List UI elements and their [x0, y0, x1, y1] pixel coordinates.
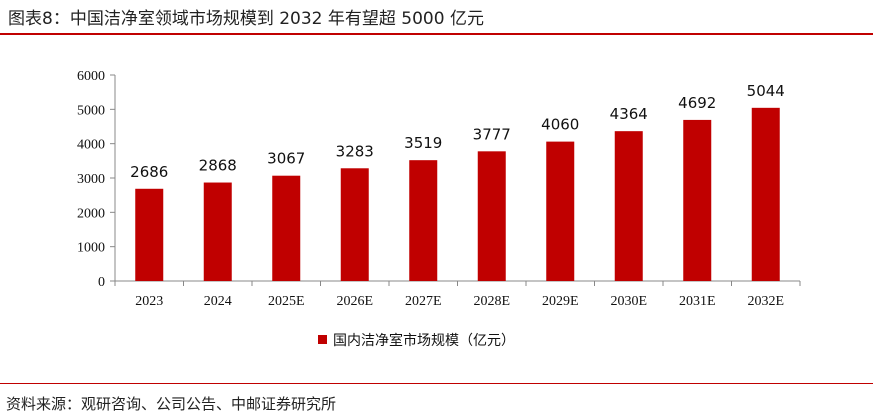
y-tick-label: 4000	[77, 138, 105, 153]
data-label-2028E: 3777	[473, 125, 511, 143]
y-tick-label: 3000	[77, 172, 105, 187]
bar-2032E	[751, 107, 780, 282]
chart-title: 图表8：中国洁净室领域市场规模到 2032 年有望超 5000 亿元	[8, 9, 484, 29]
data-label-2030E: 4364	[610, 105, 648, 123]
data-label-2025E: 3067	[267, 150, 305, 168]
x-tick-label-2024: 2024	[204, 294, 232, 309]
data-label-2023: 2686	[130, 163, 168, 181]
x-tick-label-2032E: 2032E	[747, 294, 784, 309]
data-label-2031E: 4692	[678, 94, 716, 112]
x-tick-label-2023: 2023	[135, 294, 163, 309]
x-tick-label-2030E: 2030E	[610, 294, 647, 309]
legend-swatch	[318, 335, 327, 344]
title-rule	[0, 33, 873, 35]
y-tick-label: 0	[98, 275, 105, 290]
x-tick-label-2025E: 2025E	[268, 294, 305, 309]
x-tick-label-2027E: 2027E	[405, 294, 442, 309]
y-tick-label: 5000	[77, 103, 105, 118]
bar-2023	[135, 188, 164, 281]
bar-2024	[203, 182, 232, 281]
x-tick-label-2028E: 2028E	[473, 294, 510, 309]
bar-2028E	[477, 151, 506, 281]
data-label-2029E: 4060	[541, 116, 579, 134]
y-tick-label: 2000	[77, 206, 105, 221]
bar-2026E	[340, 168, 369, 281]
data-label-2027E: 3519	[404, 134, 442, 152]
bar-chart: 0 1000 2000 3000 4000 5000 6000 2686 2023 2868 20…	[77, 69, 801, 349]
source-note: 资料来源：观研咨询、公司公告、中邮证券研究所	[6, 395, 337, 413]
y-tick-label: 1000	[77, 241, 105, 256]
bar-2027E	[409, 160, 438, 281]
bar-2031E	[683, 119, 712, 282]
data-label-2032E: 5044	[747, 82, 785, 100]
bar-2030E	[614, 131, 643, 281]
bar-2025E	[272, 175, 301, 281]
bar-2029E	[546, 141, 575, 281]
y-tick-label: 6000	[77, 69, 105, 84]
footer-rule	[0, 383, 873, 384]
data-label-2024: 2868	[199, 157, 237, 175]
data-label-2026E: 3283	[336, 142, 374, 160]
x-tick-label-2026E: 2026E	[336, 294, 373, 309]
legend-label: 国内洁净室市场规模（亿元）	[333, 332, 515, 349]
x-tick-label-2029E: 2029E	[542, 294, 579, 309]
x-tick-label-2031E: 2031E	[679, 294, 716, 309]
